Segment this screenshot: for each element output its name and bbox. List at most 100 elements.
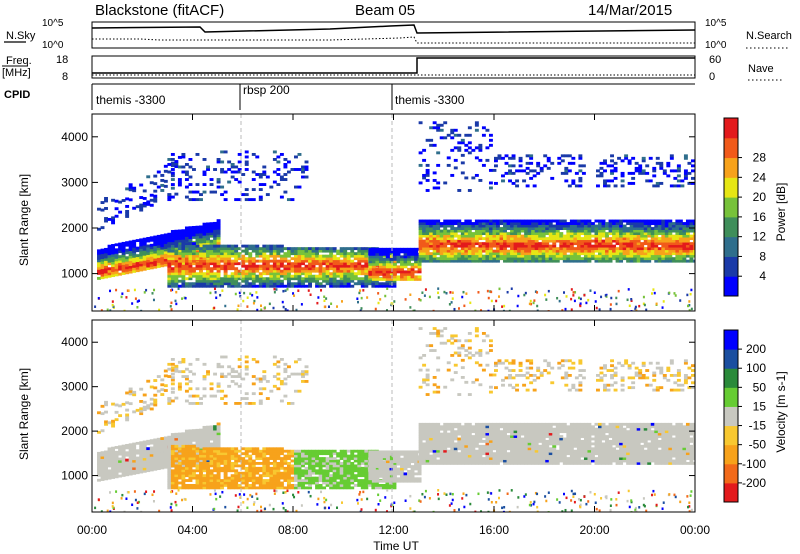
power-cell: [184, 259, 189, 263]
power-cell: [353, 267, 358, 271]
power-cell: [538, 252, 543, 256]
power-cell: [191, 269, 196, 273]
power-cell: [318, 274, 323, 278]
velocity-cell: [139, 463, 144, 467]
velocity-cell: [128, 450, 133, 454]
power-cell: [284, 307, 287, 311]
power-cell: [191, 242, 196, 246]
power-cell: [202, 254, 207, 258]
power-cell: [585, 301, 588, 305]
power-cell: [487, 296, 490, 300]
power-cell: [579, 304, 582, 308]
power-cell: [213, 226, 218, 230]
power-cell: [467, 219, 472, 223]
velocity-cell: [146, 454, 151, 458]
power-cell: [485, 247, 490, 251]
power-cell: [559, 232, 564, 236]
power-cell: [300, 303, 303, 306]
power-cell: [443, 232, 448, 236]
power-cell: [132, 189, 137, 193]
velocity-cell: [255, 447, 260, 451]
power-cell: [538, 234, 543, 238]
power-cell: [248, 259, 253, 263]
power-cell: [389, 265, 394, 269]
power-cell: [443, 234, 448, 238]
power-cell: [506, 249, 511, 253]
velocity-cell: [353, 454, 358, 458]
power-cell: [518, 164, 523, 168]
power-cell: [244, 188, 249, 192]
power-cell: [524, 249, 529, 253]
power-cell: [234, 277, 239, 281]
power-cell: [234, 257, 239, 261]
power-cell: [223, 198, 228, 202]
power-cell: [329, 249, 334, 253]
power-cell: [382, 250, 387, 254]
power-cell: [353, 254, 358, 258]
power-cell: [573, 222, 578, 225]
power-cell: [686, 293, 689, 297]
power-cell: [216, 272, 221, 276]
power-cell: [230, 259, 235, 263]
power-cell: [128, 245, 133, 249]
power-cell: [111, 256, 116, 260]
power-cell: [304, 274, 309, 278]
power-cell: [114, 258, 119, 262]
velocity-cell: [191, 471, 196, 475]
power-cell: [336, 267, 341, 271]
power-cell: [640, 257, 645, 261]
velocity-cell: [213, 447, 218, 451]
velocity-cell: [248, 459, 253, 463]
power-cell: [237, 252, 242, 256]
power-cell: [640, 234, 645, 238]
power-cell: [322, 279, 327, 283]
beam-title: Beam 05: [355, 2, 415, 19]
velocity-cell: [318, 462, 323, 465]
power-cell: [318, 262, 323, 266]
velocity-cell: [304, 481, 309, 485]
velocity-cell: [272, 476, 277, 480]
power-cell: [464, 247, 469, 251]
velocity-cell: [304, 471, 309, 475]
velocity-cell: [132, 457, 137, 461]
power-cell: [485, 254, 490, 258]
velocity-cell: [350, 469, 355, 473]
velocity-cell: [353, 469, 358, 473]
power-cell: [309, 293, 312, 296]
power-cell: [547, 289, 550, 293]
velocity-cell: [132, 462, 137, 466]
power-cell: [174, 269, 179, 273]
power-cell: [202, 249, 207, 253]
power-cell: [118, 210, 123, 214]
velocity-cell: [128, 470, 133, 474]
power-cell: [325, 282, 330, 286]
velocity-cell: [149, 466, 154, 469]
power-cell: [246, 296, 249, 299]
power-cell: [269, 247, 274, 251]
power-cell: [467, 133, 472, 137]
power-cell: [304, 175, 309, 179]
power-cell: [634, 161, 639, 165]
power-cell: [199, 277, 203, 281]
power-cell: [407, 257, 411, 261]
nave-tick-bottom: 0: [709, 71, 715, 83]
power-cell: [209, 232, 214, 236]
power-cell: [562, 222, 567, 225]
velocity-cell: [142, 462, 147, 466]
velocity-cell: [308, 476, 312, 480]
velocity-cell: [346, 454, 351, 458]
power-cell: [587, 254, 592, 258]
velocity-cell: [132, 467, 137, 470]
power-cell: [139, 243, 144, 247]
velocity-cell: [262, 454, 267, 458]
power-cell: [450, 234, 455, 238]
velocity-cell: [132, 464, 137, 468]
power-cell: [610, 154, 614, 158]
power-cell: [227, 262, 232, 266]
power-cell: [256, 296, 259, 299]
power-cell: [422, 148, 427, 152]
power-cell: [97, 264, 101, 268]
power-cell: [329, 259, 334, 263]
velocity-cell: [286, 476, 291, 480]
velocity-cell: [184, 471, 189, 475]
